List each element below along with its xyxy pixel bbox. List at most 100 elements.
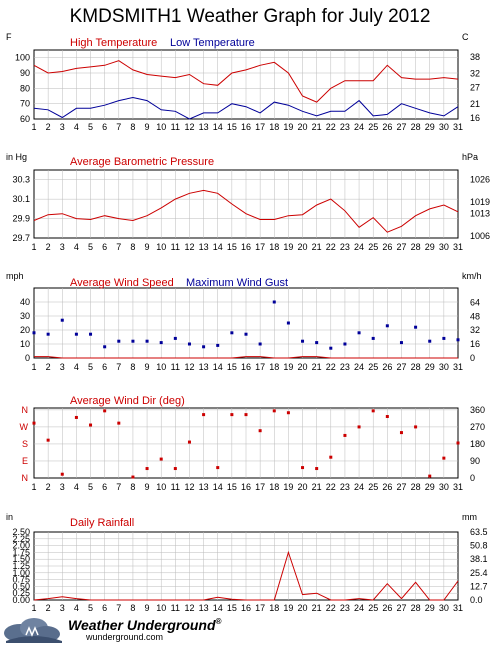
panel-5-xtick-label: 25 [368,603,378,613]
panel-4-xtick-label: 28 [411,482,421,492]
panel-3-xtick-label: 8 [130,362,135,372]
panel-1-xtick-label: 18 [269,122,279,132]
panel-1-xtick-label: 28 [411,122,421,132]
panel-5-xtick-label: 19 [283,603,293,613]
panel-2-xtick-label: 24 [354,242,364,252]
panel-3-gust-point [315,341,319,345]
panel-5-legend-primary: Daily Rainfall [70,517,134,529]
panel-5-ytick-label: 1.25 [12,561,30,571]
panel-5-xtick-label: 30 [439,603,449,613]
panel-3-xtick-label: 23 [340,362,350,372]
panel-5-ytick-label: 2.00 [12,541,30,551]
panel-5-xtick-label: 5 [88,603,93,613]
panel-4-dir-point [301,466,305,470]
panel-4-dir-point [202,413,206,417]
panel-2-xtick-label: 25 [368,242,378,252]
panel-1-xtick-label: 30 [439,122,449,132]
panel-5-right-tick-label: 0.0 [470,595,483,605]
panel-3-xtick-label: 3 [60,362,65,372]
panel-3-xtick-label: 1 [31,362,36,372]
panel-5-right-tick-label: 38.1 [470,554,488,564]
page-title: KMDSMITH1 Weather Graph for July 2012 [69,6,431,27]
panel-5-ytick-label: 0.00 [12,595,30,605]
panel-3-gust-point [301,339,305,343]
panel-3-xtick-label: 28 [411,362,421,372]
panel-2-xtick-label: 20 [298,242,308,252]
panel-1-left-unit: F [6,32,12,42]
panel-5-ytick-label: 2.25 [12,534,30,544]
panel-4-dir-point [343,433,347,437]
panel-2-xtick-label: 23 [340,242,350,252]
panel-2-xtick-label: 10 [156,242,166,252]
panel-4-xtick-label: 17 [255,482,265,492]
panel-1-ytick-label: 90 [20,68,30,78]
panel-4-right-tick-label: 0 [470,473,475,483]
panel-3-right-tick-label: 16 [470,339,480,349]
panel-3-gust-point [385,324,389,328]
panel-5-xtick-label: 17 [255,603,265,613]
panel-5-xtick-label: 31 [453,603,463,613]
panel-5-xtick-label: 24 [354,603,364,613]
panel-2-ytick-label: 30.1 [12,194,30,204]
panel-5-xtick-label: 29 [425,603,435,613]
panel-5-right-unit: mm [462,512,477,522]
panel-3-xtick-label: 7 [116,362,121,372]
panel-1-ytick-label: 100 [15,53,30,63]
panel-1-xtick-label: 14 [213,122,223,132]
panel-4-dir-point [399,431,403,435]
panel-3-gust-point [145,339,149,343]
panel-4-xtick-label: 21 [312,482,322,492]
panel-3-gust-point [117,339,121,343]
panel-3-xtick-label: 29 [425,362,435,372]
panel-3-xtick-label: 11 [171,362,180,372]
panel-5-xtick-label: 15 [227,603,237,613]
panel-4-dir-point [145,467,149,471]
panel-2-xtick-label: 9 [145,242,150,252]
panel-4-right-tick-label: 360 [470,405,485,415]
panel-4-dir-point [173,467,177,471]
panel-3-gust-point [286,321,290,325]
panel-4-dir-point [230,413,234,417]
panel-3-ytick-label: 20 [20,325,30,335]
panel-1-right-unit: C [462,32,469,42]
panel-5-xtick-label: 21 [312,603,322,613]
panel-3-legend-primary: Average Wind Speed [70,277,174,289]
panel-5-right-tick-label: 12.7 [470,581,488,591]
panel-3-right-tick-label: 0 [470,353,475,363]
panel-4-xtick-label: 31 [453,482,463,492]
panel-4-ytick-label: N [22,473,29,483]
panel-2-xtick-label: 1 [31,242,36,252]
panel-3-xtick-label: 9 [145,362,150,372]
panel-3-gust-point [329,346,333,350]
panel-4-dir-point [258,429,262,433]
panel-3-gust-point [230,331,234,335]
panel-4-xtick-label: 9 [145,482,150,492]
panel-4-ytick-label: S [22,439,28,449]
weather-underground-logo[interactable]: Weather Underground® wunderground.com [0,615,240,645]
panel-3-right-tick-label: 64 [470,297,480,307]
panel-2-xtick-label: 27 [396,242,406,252]
panel-3-xtick-label: 31 [453,362,463,372]
panel-5-xtick-label: 27 [396,603,406,613]
panel-4-xtick-label: 19 [283,482,293,492]
panel-5-xtick-label: 16 [241,603,251,613]
panel-2-xtick-label: 14 [213,242,223,252]
panel-1-xtick-label: 20 [298,122,308,132]
panel-1-xtick-label: 26 [382,122,392,132]
panel-5-xtick-label: 10 [156,603,166,613]
panel-5-xtick-label: 22 [326,603,336,613]
panel-3-legend-secondary: Maximum Wind Gust [186,277,288,289]
panel-2-xtick-label: 11 [171,242,180,252]
panel-1-right-tick-label: 21 [470,99,480,109]
panel-5-right-tick-label: 25.4 [470,568,488,578]
panel-1-xtick-label: 1 [31,122,36,132]
panel-3-gust-point [272,300,276,304]
panel-4-xtick-label: 25 [368,482,378,492]
panel-3-gust-point [216,343,220,347]
panel-4-xtick-label: 16 [241,482,251,492]
panel-2-xtick-label: 22 [326,242,336,252]
panel-5-xtick-label: 13 [199,603,209,613]
panel-2-xtick-label: 7 [116,242,121,252]
panel-1-xtick-label: 29 [425,122,435,132]
panel-2-xtick-label: 29 [425,242,435,252]
